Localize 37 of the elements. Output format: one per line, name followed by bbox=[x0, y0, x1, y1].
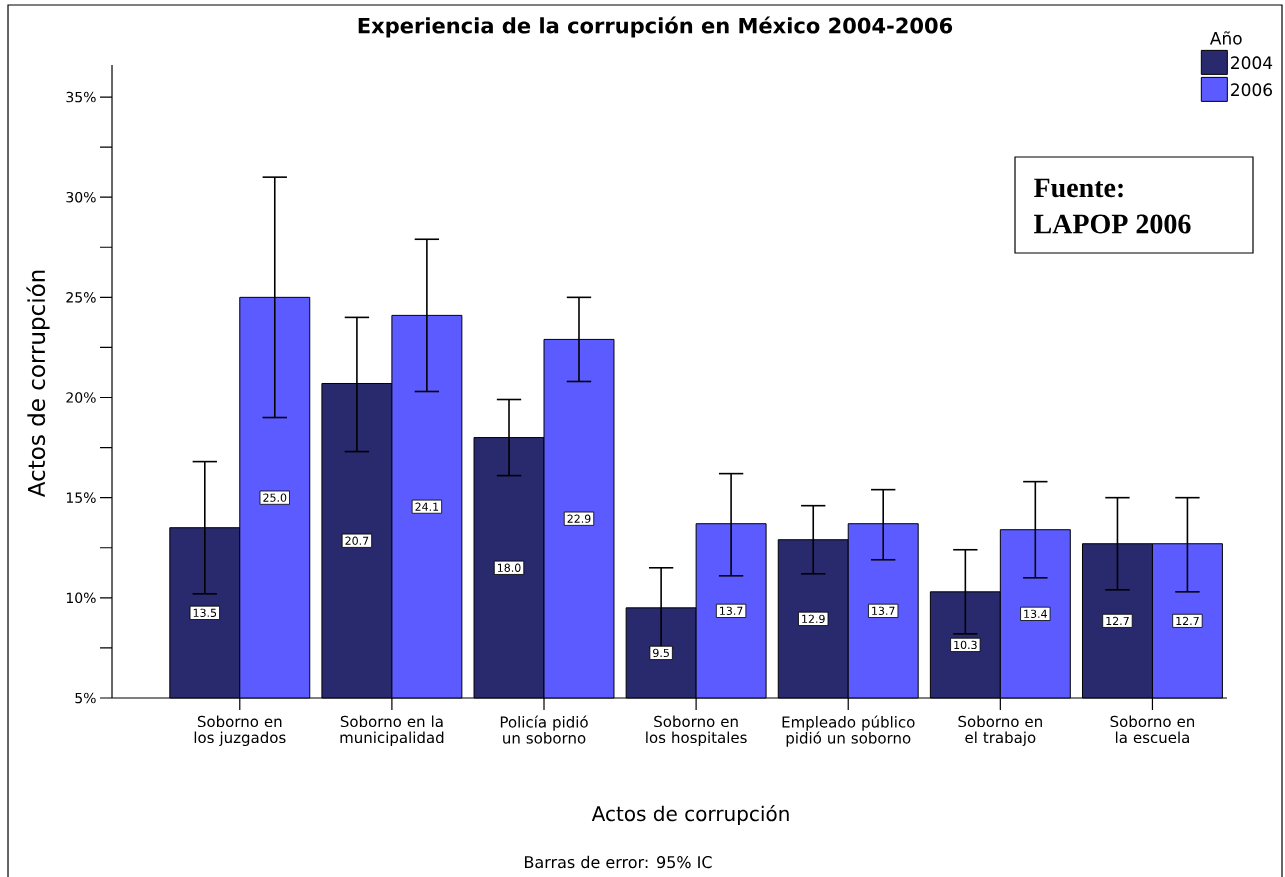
y-tick-label: 15% bbox=[66, 492, 96, 503]
data-label: 13.7 bbox=[720, 606, 743, 616]
data-label: 22.9 bbox=[567, 514, 591, 523]
y-axis-title: Actos de corrupción bbox=[26, 270, 50, 498]
data-label: 9.5 bbox=[653, 648, 669, 658]
x-tick-label: Empleado público pidió un soborno bbox=[782, 715, 915, 747]
y-tick-label: 5% bbox=[75, 692, 96, 704]
data-label: 12.7 bbox=[1176, 616, 1199, 625]
data-label: 12.9 bbox=[802, 614, 825, 624]
data-label: 20.7 bbox=[345, 536, 369, 545]
data-label: 13.5 bbox=[193, 608, 217, 618]
data-label: 24.1 bbox=[415, 502, 439, 511]
data-label: 13.4 bbox=[1024, 609, 1047, 619]
annotation: Fuente: bbox=[1034, 178, 1123, 198]
data-label: 13.7 bbox=[872, 606, 895, 616]
legend-label: 2004 bbox=[1231, 56, 1273, 70]
legend-label: 2006 bbox=[1231, 83, 1273, 97]
data-label: 18.0 bbox=[497, 563, 521, 572]
y-tick-label: 25% bbox=[66, 292, 96, 303]
data-label: 12.7 bbox=[1106, 616, 1129, 625]
data-label: 25.0 bbox=[263, 493, 287, 502]
x-tick-label: Soborno en la escuela bbox=[1110, 715, 1195, 744]
x-tick-label: Policía pidió un soborno bbox=[500, 715, 588, 744]
text: Barras de error: 95% IC bbox=[525, 855, 712, 869]
x-tick-label: Soborno en la municipalidad bbox=[340, 715, 444, 747]
data-label: 10.3 bbox=[954, 640, 977, 650]
y-tick-label: 35% bbox=[66, 91, 96, 103]
y-tick-label: 10% bbox=[66, 592, 96, 604]
chart-title: Experiencia de la corrupción en México 2004-2006 bbox=[358, 16, 953, 38]
y-tick-label: 30% bbox=[66, 191, 96, 203]
x-tick-label: Soborno en los juzgados bbox=[194, 715, 286, 747]
y-tick-label: 20% bbox=[66, 392, 96, 403]
x-tick-label: Soborno en los hospitales bbox=[646, 715, 747, 747]
x-tick-label: Soborno en el trabajo bbox=[958, 715, 1042, 747]
annotation: LAPOP 2006 bbox=[1034, 214, 1191, 234]
legend-title: Año bbox=[1209, 31, 1242, 45]
x-axis-title: Actos de corrupción bbox=[591, 804, 789, 826]
